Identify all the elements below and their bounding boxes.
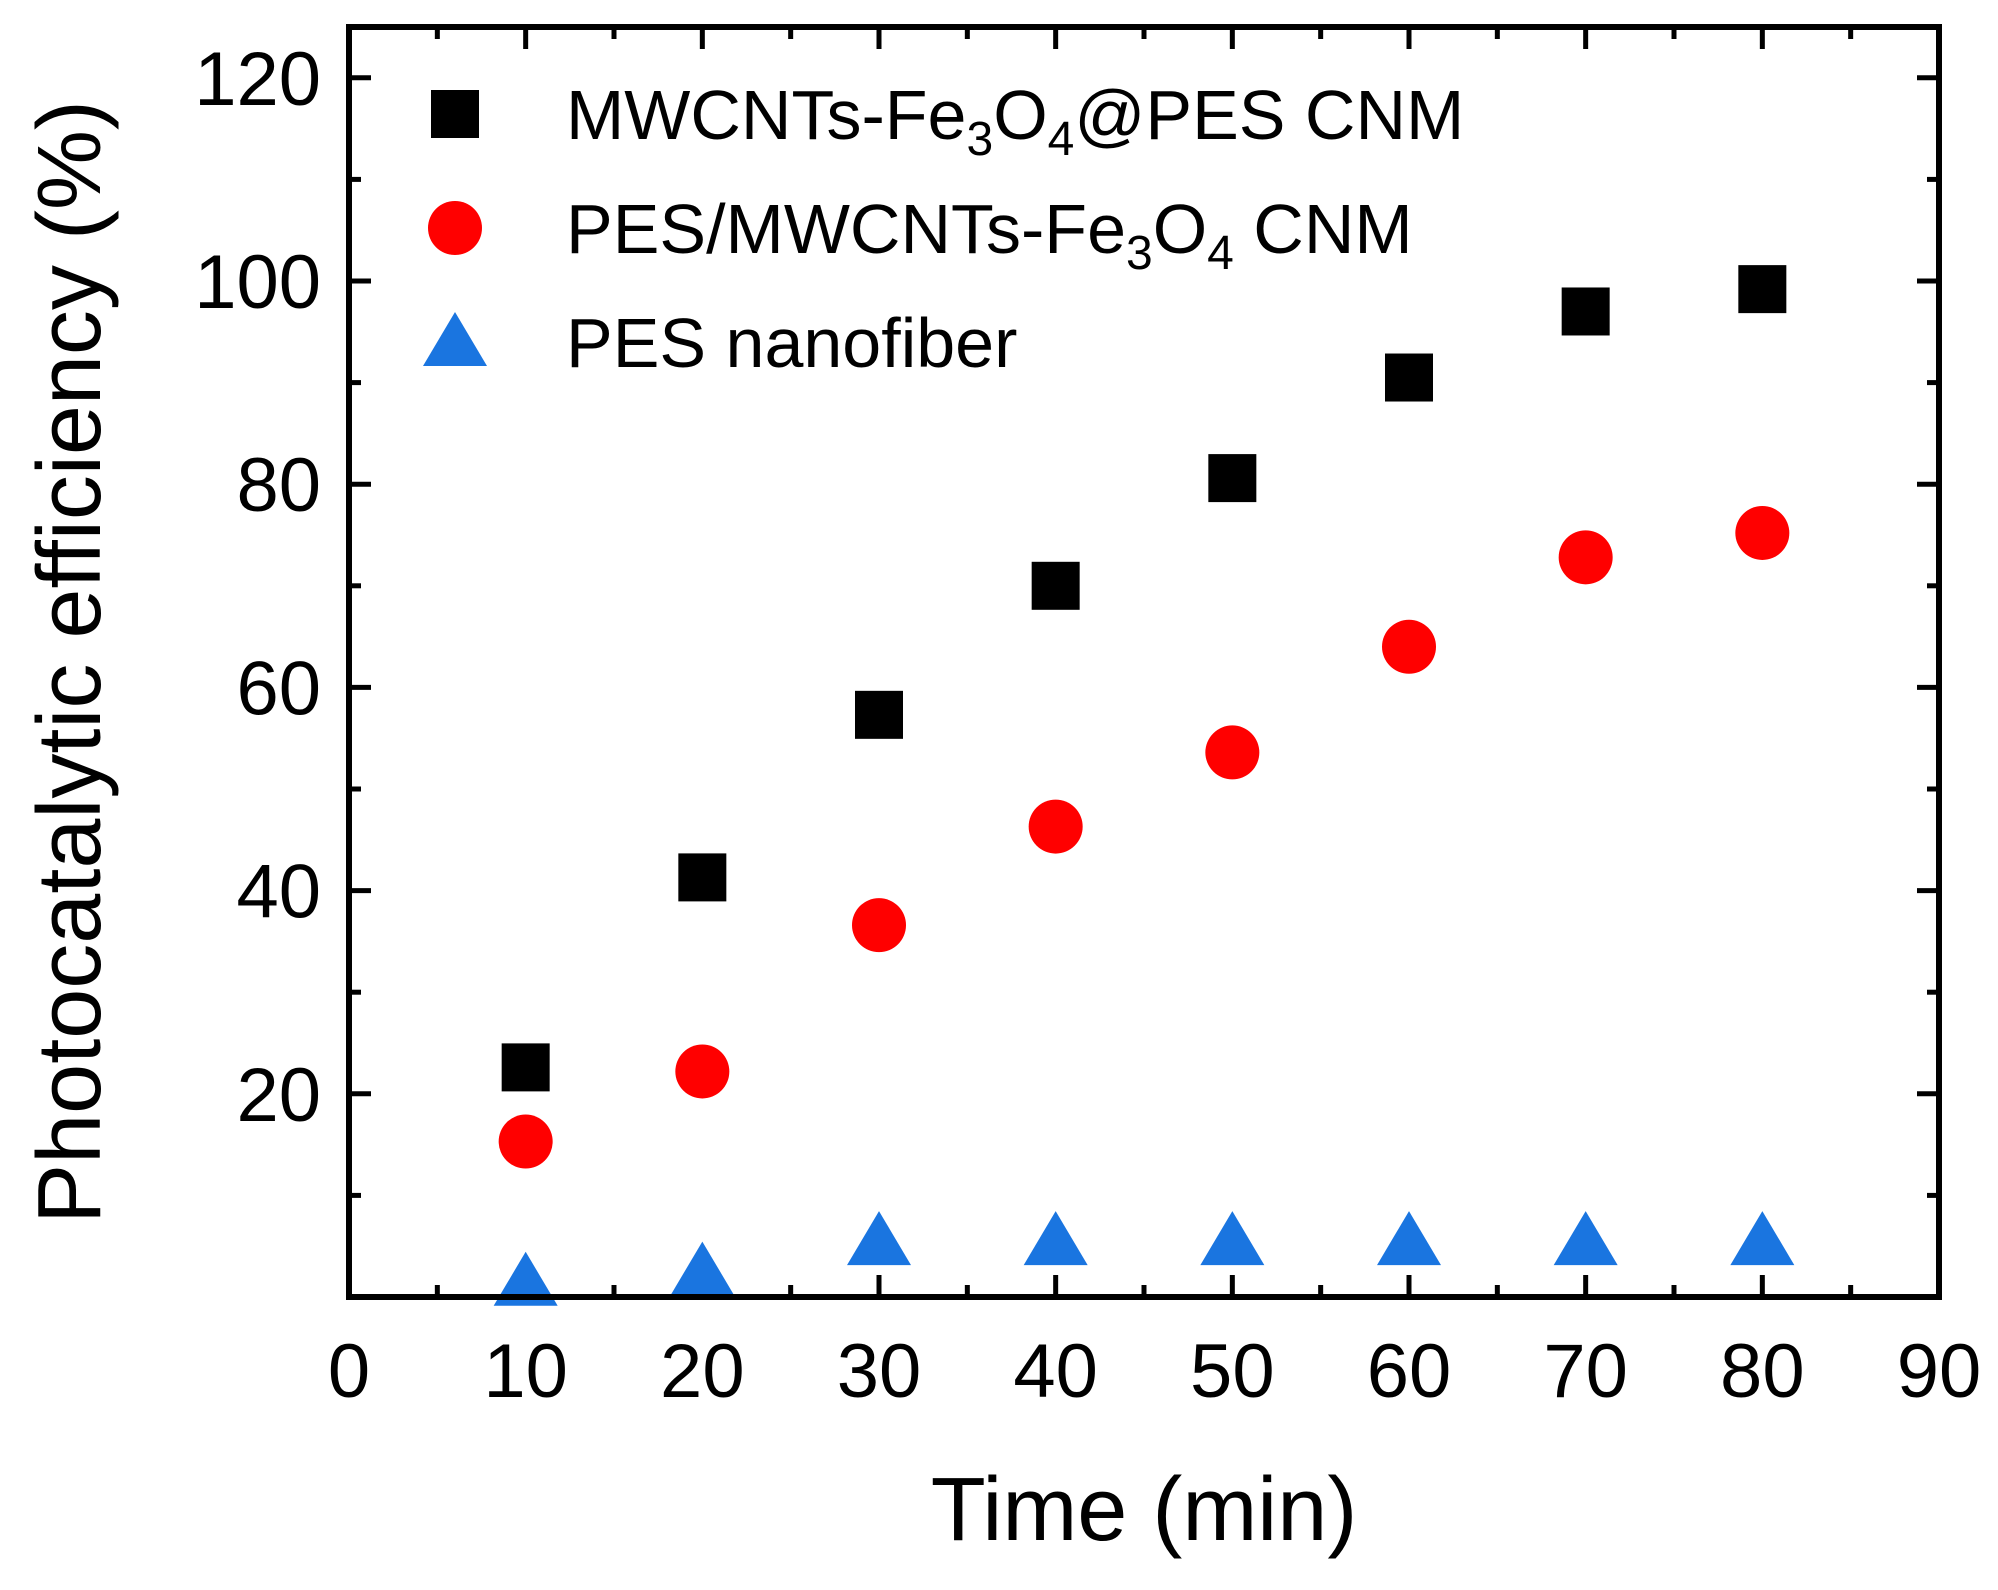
data-point-series-2	[852, 898, 906, 953]
data-point-series-1	[1561, 287, 1610, 336]
data-point-series-3	[1023, 1211, 1088, 1266]
legend-label-part: O	[993, 76, 1047, 154]
data-point-series-3	[847, 1211, 911, 1266]
data-point-series-2	[1028, 799, 1083, 854]
legend-marker-1	[431, 90, 479, 138]
legend-label-part: O	[1153, 190, 1207, 268]
y-tick-label: 40	[236, 850, 321, 935]
data-point-series-3	[1377, 1211, 1441, 1266]
x-tick-label: 80	[1720, 1329, 1805, 1414]
data-point-series-3	[1200, 1211, 1265, 1266]
y-tick-label: 20	[236, 1053, 321, 1138]
legend-marker-2	[428, 201, 482, 255]
x-tick-label: 0	[328, 1329, 370, 1414]
data-point-series-3	[1553, 1211, 1618, 1266]
legend-label-part: 4	[1207, 227, 1234, 280]
data-point-series-1	[678, 853, 727, 902]
y-tick-label: 100	[194, 240, 321, 325]
data-point-series-1	[1031, 561, 1080, 610]
x-tick-label: 10	[483, 1329, 568, 1414]
y-axis-title: Photocatalytic efficiency (%)	[20, 100, 120, 1224]
legend-label-part: 3	[966, 113, 993, 166]
legend-label-part: MWCNTs-Fe	[566, 76, 966, 154]
y-tick-label: 60	[236, 646, 321, 731]
x-tick-label: 70	[1543, 1329, 1628, 1414]
data-point-series-2	[1382, 619, 1436, 674]
data-markers	[493, 265, 1795, 1306]
data-point-series-1	[1385, 353, 1433, 402]
data-point-series-2	[498, 1114, 553, 1169]
x-axis-title: Time (min)	[931, 1460, 1358, 1560]
legend-label-3: PES nanofiber	[566, 304, 1017, 382]
x-tick-label: 90	[1897, 1329, 1982, 1414]
legend-marker-3	[423, 312, 487, 366]
x-tick-label: 20	[660, 1329, 745, 1414]
data-point-series-3	[1730, 1211, 1795, 1266]
x-tick-label: 60	[1367, 1329, 1452, 1414]
legend-label-part: PES/MWCNTs-Fe	[566, 190, 1126, 268]
data-point-series-1	[1208, 454, 1257, 503]
data-point-series-3	[493, 1251, 558, 1306]
legend-label-part: 3	[1126, 227, 1153, 280]
plot-frame	[346, 24, 1942, 1300]
x-tick-label: 50	[1190, 1329, 1275, 1414]
data-point-series-3	[670, 1241, 735, 1296]
y-tick-label: 80	[236, 443, 321, 528]
legend-label-part: 4	[1048, 113, 1075, 166]
legend-label-2: PES/MWCNTs-Fe3O4 CNM	[566, 190, 1413, 280]
data-point-series-1	[855, 690, 903, 739]
x-tick-label: 30	[837, 1329, 922, 1414]
tick-labels: 0 10 20 30 40 50 60 70 80 90 20 40 60 80 100 120	[194, 37, 1981, 1414]
data-point-series-1	[1738, 265, 1787, 314]
legend-label-1: MWCNTs-Fe3O4@PES CNM	[566, 76, 1464, 166]
x-tick-label: 40	[1013, 1329, 1098, 1414]
y-tick-label: 120	[194, 37, 321, 122]
data-point-series-2	[1735, 505, 1790, 560]
data-point-series-2	[1558, 530, 1613, 585]
data-point-series-2	[1205, 725, 1260, 780]
legend-label-part: @PES CNM	[1074, 76, 1464, 154]
data-point-series-2	[675, 1044, 730, 1099]
data-point-series-1	[501, 1043, 550, 1092]
legend-label-part: CNM	[1234, 190, 1413, 268]
legend-label-part: PES nanofiber	[566, 304, 1017, 382]
